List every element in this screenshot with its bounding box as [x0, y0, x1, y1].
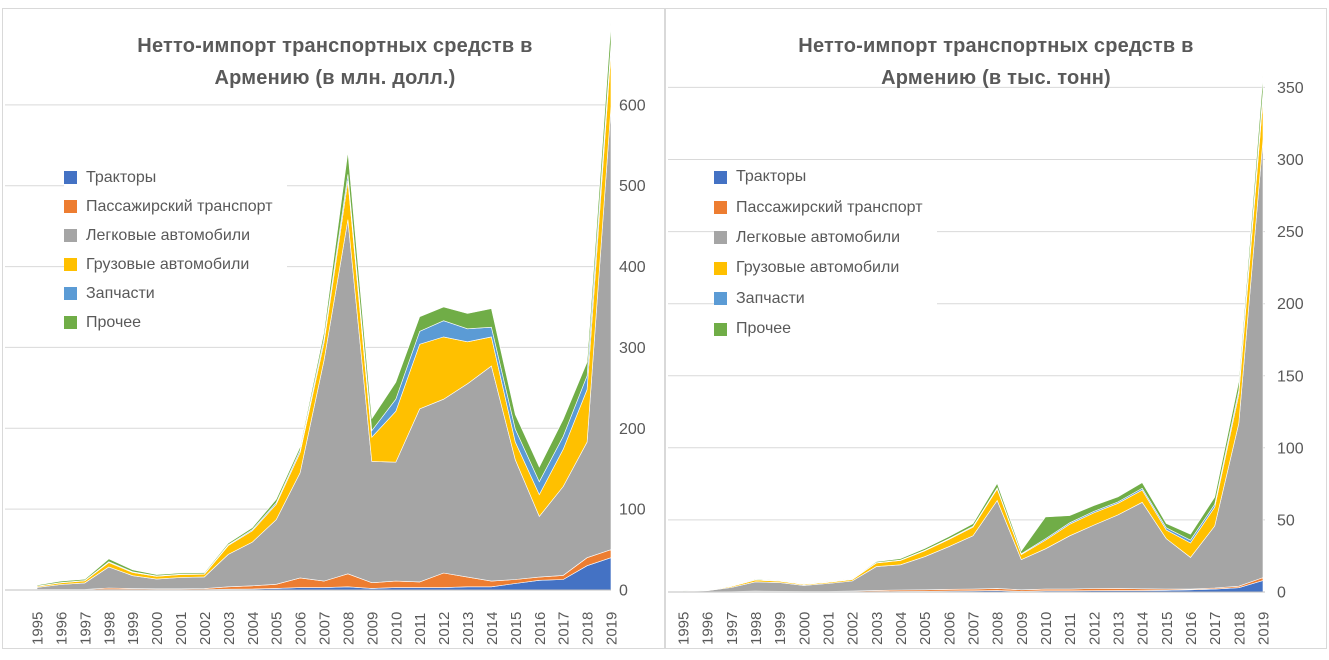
legend-usd: Тракторы Пассажирский транспорт Легковые а…: [64, 162, 287, 338]
legend-label: Грузовые автомобили: [86, 255, 250, 273]
chart-title-tons-line2: Армению (в тыс. тонн): [881, 67, 1111, 89]
legend-label: Запчасти: [86, 284, 155, 302]
legend-swatch-icon: [714, 231, 727, 245]
legend-item: Грузовые автомобили: [714, 253, 923, 283]
legend-label: Легковые автомобили: [86, 226, 251, 244]
legend-label: Легковые автомобили: [736, 228, 901, 246]
legend-label: Грузовые автомобили: [736, 259, 900, 277]
legend-label: Пассажирский транспорт: [86, 197, 273, 215]
legend-label: Пассажирский транспорт: [736, 198, 923, 216]
legend-item: Пассажирский транспорт: [64, 192, 273, 221]
legend-label: Запчасти: [736, 289, 805, 307]
chart-title-tons-line1: Нетто-импорт транспортных средств в: [798, 35, 1194, 57]
legend-swatch-icon: [714, 322, 727, 336]
legend-item: Легковые автомобили: [714, 223, 923, 253]
legend-swatch-icon: [64, 287, 77, 300]
legend-swatch-icon: [714, 261, 727, 275]
chart-title-usd-line2: Армению (в млн. долл.): [214, 67, 456, 89]
legend-item: Прочее: [64, 308, 273, 337]
legend-item: Тракторы: [64, 163, 273, 192]
legend-swatch-icon: [64, 258, 77, 271]
legend-swatch-icon: [64, 316, 77, 329]
legend-item: Грузовые автомобили: [64, 250, 273, 279]
legend-label: Тракторы: [86, 168, 157, 186]
legend-swatch-icon: [714, 292, 727, 306]
legend-label: Прочее: [86, 313, 142, 331]
legend-swatch-icon: [714, 170, 727, 184]
legend-swatch-icon: [64, 200, 77, 213]
chart-title-usd-line1: Нетто-импорт транспортных средств в: [137, 35, 533, 57]
legend-item: Пассажирский транспорт: [714, 192, 923, 222]
legend-item: Тракторы: [714, 162, 923, 192]
legend-label: Прочее: [736, 320, 792, 338]
legend-item: Запчасти: [714, 284, 923, 314]
legend-item: Запчасти: [64, 279, 273, 308]
legend-item: Легковые автомобили: [64, 221, 273, 250]
chart-title-usd: Нетто-импорт транспортных средств в Арме…: [40, 30, 630, 94]
legend-tons: Тракторы Пассажирский транспорт Легковые а…: [714, 161, 937, 346]
legend-item: Прочее: [714, 314, 923, 344]
legend-swatch-icon: [64, 171, 77, 184]
legend-swatch-icon: [714, 201, 727, 215]
legend-label: Тракторы: [736, 168, 807, 186]
chart-title-tons: Нетто-импорт транспортных средств в Арме…: [706, 30, 1286, 94]
legend-swatch-icon: [64, 229, 77, 242]
